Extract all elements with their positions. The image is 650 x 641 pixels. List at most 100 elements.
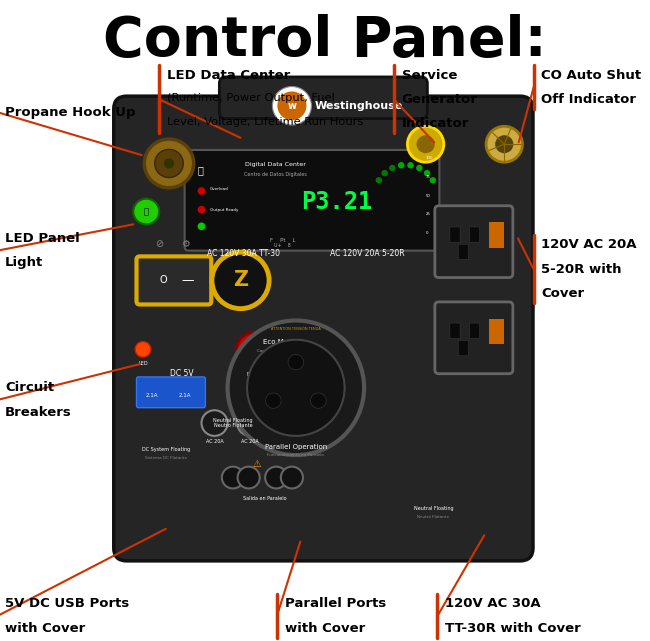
Circle shape: [202, 410, 228, 436]
Text: (Runtime, Power Output, Fuel: (Runtime, Power Output, Fuel: [167, 93, 335, 103]
FancyBboxPatch shape: [114, 96, 533, 561]
Circle shape: [133, 199, 159, 224]
Circle shape: [135, 342, 151, 357]
Bar: [495, 524, 520, 548]
Text: Neutro Flotante: Neutro Flotante: [417, 515, 450, 519]
Text: Eco Mode: Eco Mode: [263, 338, 296, 345]
Circle shape: [227, 320, 364, 455]
Circle shape: [212, 252, 269, 309]
FancyBboxPatch shape: [136, 377, 205, 408]
Text: Control Panel:: Control Panel:: [103, 14, 547, 68]
Text: AC 120V 30A TT-30: AC 120V 30A TT-30: [207, 249, 280, 258]
FancyBboxPatch shape: [450, 227, 460, 242]
Text: with Cover: with Cover: [285, 622, 365, 635]
Text: Neutral Floating
Neutro Flotante: Neutral Floating Neutro Flotante: [213, 418, 253, 428]
Text: DC System Floating: DC System Floating: [142, 447, 190, 453]
Text: LED: LED: [138, 361, 148, 366]
FancyBboxPatch shape: [450, 323, 460, 338]
FancyBboxPatch shape: [435, 206, 513, 278]
Text: Generator: Generator: [402, 93, 478, 106]
Circle shape: [486, 126, 523, 162]
Circle shape: [382, 170, 388, 176]
Circle shape: [416, 165, 422, 171]
Text: Z: Z: [233, 271, 248, 290]
Text: ATTENTION TENSIÓN TENGA: ATTENTION TENSIÓN TENGA: [271, 327, 320, 331]
Circle shape: [198, 206, 205, 213]
Text: Cover: Cover: [541, 287, 584, 300]
Text: Digital Data Center: Digital Data Center: [244, 162, 306, 167]
Text: 2.1A: 2.1A: [179, 393, 192, 398]
Text: 120V AC 20A: 120V AC 20A: [541, 238, 637, 251]
Bar: [489, 319, 504, 344]
Text: 🔒: 🔒: [144, 207, 149, 216]
Text: Light: Light: [5, 256, 44, 269]
Text: Propane Hook Up: Propane Hook Up: [5, 106, 136, 119]
Text: Salida en Paralelo: Salida en Paralelo: [242, 496, 286, 501]
Text: Reset: Reset: [247, 372, 260, 378]
Circle shape: [237, 410, 263, 436]
Text: with Cover: with Cover: [5, 622, 85, 635]
Circle shape: [430, 177, 436, 183]
Text: U+    8: U+ 8: [274, 243, 291, 248]
Circle shape: [272, 87, 311, 125]
Text: w: w: [287, 101, 296, 111]
FancyBboxPatch shape: [435, 302, 513, 374]
Circle shape: [389, 165, 396, 171]
Text: Reiniciar: Reiniciar: [251, 379, 269, 383]
Circle shape: [417, 135, 435, 153]
Text: ⚠: ⚠: [252, 459, 261, 469]
Text: ⚙: ⚙: [181, 238, 190, 249]
Circle shape: [266, 393, 281, 408]
Circle shape: [144, 139, 194, 188]
Circle shape: [155, 149, 183, 178]
Text: AC 20A: AC 20A: [205, 438, 224, 444]
Text: LED Panel: LED Panel: [5, 232, 80, 245]
Circle shape: [247, 340, 344, 436]
Text: 120V AC 30A: 120V AC 30A: [445, 597, 541, 610]
Text: TT-30R with Cover: TT-30R with Cover: [445, 622, 581, 635]
Bar: [127, 524, 151, 548]
Text: 5-20R with: 5-20R with: [541, 263, 622, 276]
Bar: [495, 109, 520, 133]
Circle shape: [408, 126, 444, 162]
Text: 2.1A: 2.1A: [145, 393, 158, 398]
Text: Indicator: Indicator: [402, 117, 469, 130]
Text: 25: 25: [425, 212, 430, 216]
Circle shape: [424, 170, 430, 176]
Text: Centro de Datos Digitales: Centro de Datos Digitales: [244, 172, 306, 177]
Text: Overload: Overload: [210, 187, 229, 191]
Circle shape: [237, 333, 270, 366]
Circle shape: [238, 467, 260, 488]
Bar: [127, 109, 151, 133]
Circle shape: [281, 467, 303, 488]
Text: Service: Service: [402, 69, 457, 81]
Text: AC 120V 20A 5-20R: AC 120V 20A 5-20R: [330, 249, 404, 258]
Text: 5V DC USB Ports: 5V DC USB Ports: [5, 597, 129, 610]
Text: P3.21: P3.21: [301, 190, 372, 214]
Circle shape: [311, 393, 326, 408]
Circle shape: [222, 467, 244, 488]
Text: Parallel Ports: Parallel Ports: [285, 597, 386, 610]
FancyBboxPatch shape: [220, 77, 428, 119]
Circle shape: [398, 162, 404, 169]
Circle shape: [495, 135, 514, 153]
FancyBboxPatch shape: [136, 256, 211, 304]
Text: Sistema DC Flotante: Sistema DC Flotante: [145, 456, 187, 460]
Text: ⊘: ⊘: [155, 238, 163, 249]
Text: Circuit: Circuit: [5, 381, 55, 394]
Text: Funcionamiento en Paralelo: Funcionamiento en Paralelo: [267, 453, 324, 457]
Circle shape: [288, 354, 304, 370]
Text: Level, Voltage, Lifetime Run Hours: Level, Voltage, Lifetime Run Hours: [167, 117, 363, 128]
Circle shape: [408, 162, 414, 169]
FancyBboxPatch shape: [185, 150, 439, 251]
Text: 75: 75: [425, 175, 430, 179]
Circle shape: [276, 90, 307, 121]
Text: 50: 50: [425, 194, 430, 197]
Bar: [489, 222, 504, 248]
Circle shape: [265, 467, 287, 488]
Text: CO Auto Shut: CO Auto Shut: [541, 69, 642, 81]
FancyBboxPatch shape: [469, 323, 480, 338]
Text: Parallel Operation: Parallel Operation: [265, 444, 327, 451]
FancyBboxPatch shape: [458, 340, 469, 356]
Text: 100: 100: [425, 156, 433, 160]
